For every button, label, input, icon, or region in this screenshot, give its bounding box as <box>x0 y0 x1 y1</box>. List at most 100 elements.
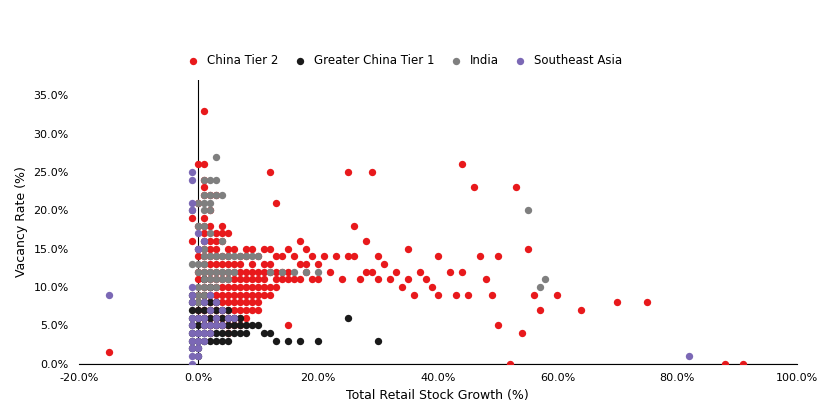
China Tier 2 <box>575 307 588 314</box>
China Tier 2 <box>197 238 211 244</box>
China Tier 2 <box>240 253 253 260</box>
China Tier 2 <box>329 253 342 260</box>
Greater China Tier 1 <box>203 299 217 306</box>
China Tier 2 <box>299 269 312 275</box>
Greater China Tier 1 <box>210 330 223 337</box>
Greater China Tier 1 <box>210 299 223 306</box>
Greater China Tier 1 <box>210 307 223 314</box>
China Tier 2 <box>222 307 235 314</box>
China Tier 2 <box>252 291 265 298</box>
China Tier 2 <box>240 269 253 275</box>
China Tier 2 <box>521 245 534 252</box>
China Tier 2 <box>227 261 241 267</box>
China Tier 2 <box>533 307 546 314</box>
India <box>197 291 211 298</box>
Southeast Asia <box>186 299 199 306</box>
Southeast Asia <box>186 353 199 359</box>
China Tier 2 <box>197 276 211 283</box>
Greater China Tier 1 <box>197 307 211 314</box>
India <box>210 153 223 160</box>
China Tier 2 <box>252 307 265 314</box>
India <box>287 269 301 275</box>
China Tier 2 <box>293 261 307 267</box>
China Tier 2 <box>197 307 211 314</box>
China Tier 2 <box>402 276 415 283</box>
China Tier 2 <box>377 261 391 267</box>
Southeast Asia <box>186 284 199 290</box>
India <box>227 253 241 260</box>
China Tier 2 <box>222 253 235 260</box>
Greater China Tier 1 <box>227 314 241 321</box>
India <box>203 176 217 183</box>
China Tier 2 <box>293 276 307 283</box>
Greater China Tier 1 <box>222 314 235 321</box>
China Tier 2 <box>192 314 205 321</box>
China Tier 2 <box>246 269 259 275</box>
China Tier 2 <box>216 299 229 306</box>
China Tier 2 <box>317 253 331 260</box>
India <box>197 207 211 214</box>
China Tier 2 <box>299 245 312 252</box>
China Tier 2 <box>222 330 235 337</box>
China Tier 2 <box>197 222 211 229</box>
China Tier 2 <box>192 269 205 275</box>
India <box>276 269 289 275</box>
China Tier 2 <box>276 276 289 283</box>
China Tier 2 <box>210 322 223 329</box>
China Tier 2 <box>372 253 385 260</box>
Southeast Asia <box>186 291 199 298</box>
China Tier 2 <box>222 276 235 283</box>
Southeast Asia <box>186 199 199 206</box>
China Tier 2 <box>312 276 325 283</box>
Greater China Tier 1 <box>203 307 217 314</box>
China Tier 2 <box>252 284 265 290</box>
India <box>216 253 229 260</box>
China Tier 2 <box>197 314 211 321</box>
China Tier 2 <box>336 276 349 283</box>
China Tier 2 <box>252 269 265 275</box>
China Tier 2 <box>197 215 211 221</box>
China Tier 2 <box>203 291 217 298</box>
Greater China Tier 1 <box>186 345 199 352</box>
Southeast Asia <box>186 360 199 367</box>
China Tier 2 <box>246 291 259 298</box>
China Tier 2 <box>257 276 271 283</box>
China Tier 2 <box>222 314 235 321</box>
India <box>203 269 217 275</box>
China Tier 2 <box>270 269 283 275</box>
India <box>197 199 211 206</box>
Greater China Tier 1 <box>222 330 235 337</box>
India <box>197 276 211 283</box>
India <box>203 192 217 198</box>
China Tier 2 <box>233 291 247 298</box>
Southeast Asia <box>197 322 211 329</box>
China Tier 2 <box>287 253 301 260</box>
China Tier 2 <box>233 322 247 329</box>
Southeast Asia <box>192 314 205 321</box>
India <box>299 269 312 275</box>
China Tier 2 <box>270 284 283 290</box>
Greater China Tier 1 <box>216 307 229 314</box>
China Tier 2 <box>197 230 211 237</box>
China Tier 2 <box>216 276 229 283</box>
Greater China Tier 1 <box>263 330 277 337</box>
Greater China Tier 1 <box>257 330 271 337</box>
Southeast Asia <box>210 299 223 306</box>
China Tier 2 <box>365 169 378 176</box>
China Tier 2 <box>407 291 421 298</box>
India <box>210 253 223 260</box>
China Tier 2 <box>222 230 235 237</box>
Greater China Tier 1 <box>192 337 205 344</box>
Southeast Asia <box>186 176 199 183</box>
China Tier 2 <box>203 222 217 229</box>
Southeast Asia <box>203 330 217 337</box>
China Tier 2 <box>240 245 253 252</box>
China Tier 2 <box>192 291 205 298</box>
Southeast Asia <box>203 291 217 298</box>
Southeast Asia <box>192 345 205 352</box>
Greater China Tier 1 <box>203 337 217 344</box>
China Tier 2 <box>611 299 624 306</box>
India <box>246 253 259 260</box>
China Tier 2 <box>526 291 540 298</box>
China Tier 2 <box>227 307 241 314</box>
